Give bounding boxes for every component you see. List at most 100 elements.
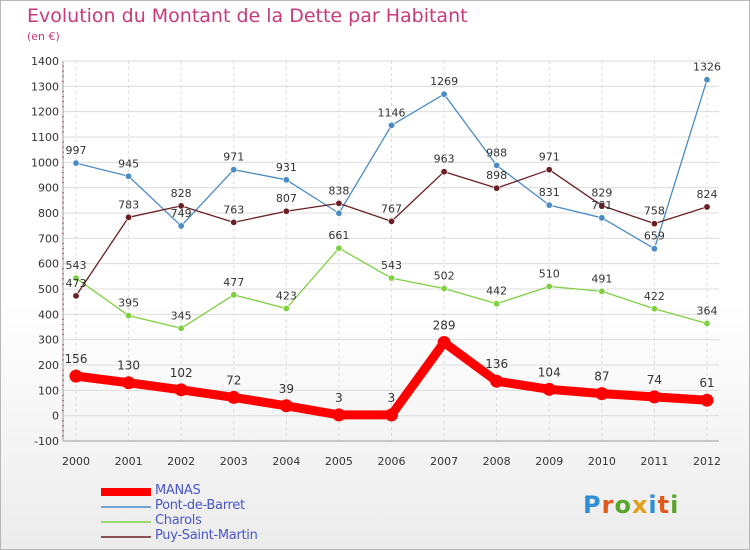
data-label: 61 — [699, 376, 714, 390]
chart-grid — [63, 60, 719, 442]
data-label: 781 — [591, 199, 612, 212]
data-label: 422 — [644, 290, 665, 303]
legend-label: Charols — [155, 513, 202, 528]
logo-letter: i — [648, 491, 658, 519]
data-point — [437, 335, 451, 349]
data-label: 831 — [539, 186, 560, 199]
x-tick-label: 2008 — [483, 455, 511, 468]
y-tick-label: 600 — [38, 258, 59, 271]
data-label: 130 — [117, 359, 140, 373]
chart-title: Evolution du Montant de la Dette par Hab… — [27, 5, 468, 27]
x-tick-label: 2004 — [272, 455, 300, 468]
data-point — [440, 168, 448, 176]
data-label: 829 — [591, 187, 612, 200]
data-point — [490, 374, 504, 388]
data-point — [385, 408, 398, 422]
data-label: 477 — [223, 276, 244, 289]
legend-label: MANAS — [155, 483, 201, 498]
chart-series — [69, 76, 714, 422]
data-label: 758 — [644, 205, 665, 218]
data-label: 72 — [226, 373, 241, 387]
logo-letter: o — [614, 491, 632, 519]
legend-swatch — [101, 521, 151, 523]
data-point — [493, 300, 501, 308]
data-label: 838 — [328, 184, 349, 197]
data-label: 87 — [594, 370, 609, 384]
data-point — [230, 291, 238, 299]
data-label: 502 — [434, 269, 455, 282]
legend-label: Pont-de-Barret — [155, 498, 245, 513]
x-tick-label: 2010 — [588, 455, 616, 468]
chart-data-labels: 997 945 749 971 931 1146 1269 988 831 781 659 1326 5… — [65, 61, 721, 405]
data-label: 659 — [644, 230, 665, 243]
y-tick-label: 1400 — [31, 55, 59, 68]
data-label: 971 — [539, 151, 560, 164]
data-point — [279, 399, 293, 413]
y-tick-label: 200 — [38, 359, 59, 372]
data-point — [545, 166, 553, 174]
y-tick-label: -100 — [34, 435, 59, 448]
data-point — [650, 305, 658, 313]
logo-letter: P — [583, 491, 602, 519]
data-label: 1326 — [693, 61, 721, 74]
data-point — [230, 166, 238, 174]
data-label: 749 — [171, 207, 192, 220]
data-label: 136 — [485, 357, 508, 371]
data-point — [650, 245, 658, 253]
y-tick-label: 500 — [38, 283, 59, 296]
logo-letter: x — [631, 491, 649, 519]
data-point — [177, 222, 185, 230]
data-label: 345 — [171, 309, 192, 322]
logo-letter: t — [657, 491, 671, 519]
data-label: 971 — [223, 151, 244, 164]
y-tick-label: 700 — [38, 232, 59, 245]
data-point — [125, 312, 133, 320]
data-label: 442 — [486, 285, 507, 298]
proxiti-logo: Proxiti — [583, 491, 679, 519]
data-label: 289 — [433, 318, 456, 332]
data-label: 763 — [223, 203, 244, 216]
data-label: 997 — [66, 144, 87, 157]
y-tick-label: 800 — [38, 207, 59, 220]
x-tick-label: 2006 — [378, 455, 406, 468]
data-label: 74 — [647, 373, 662, 387]
data-label: 510 — [539, 267, 560, 280]
x-tick-label: 2001 — [115, 455, 143, 468]
data-label: 491 — [591, 272, 612, 285]
data-label: 945 — [118, 157, 139, 170]
data-point — [595, 387, 609, 401]
data-point — [72, 159, 80, 167]
chart-unit-label: (en €) — [27, 30, 60, 43]
data-point — [703, 203, 711, 211]
data-point — [387, 217, 395, 225]
data-label: 395 — [118, 297, 139, 310]
data-point — [700, 393, 714, 407]
data-point — [72, 274, 80, 282]
x-tick-label: 2011 — [640, 455, 668, 468]
y-tick-label: 900 — [38, 182, 59, 195]
data-point — [493, 161, 501, 169]
y-tick-label: 300 — [38, 334, 59, 347]
data-point — [332, 408, 346, 422]
logo-letter: r — [601, 491, 615, 519]
data-label: 104 — [538, 365, 561, 379]
x-tick-label: 2003 — [220, 455, 248, 468]
logo-letter: i — [670, 491, 680, 519]
data-label: 824 — [697, 188, 718, 201]
data-point — [598, 214, 606, 222]
data-point — [598, 287, 606, 295]
data-point — [227, 390, 241, 404]
data-point — [703, 319, 711, 327]
legend-swatch — [101, 506, 151, 508]
data-label: 963 — [434, 153, 455, 166]
x-tick-label: 2007 — [430, 455, 458, 468]
data-label: 543 — [381, 259, 402, 272]
data-point — [282, 305, 290, 313]
data-label: 828 — [171, 187, 192, 200]
data-label: 364 — [697, 304, 718, 317]
data-label: 102 — [170, 366, 193, 380]
data-point — [703, 76, 711, 84]
data-point — [177, 324, 185, 332]
data-label: 39 — [279, 382, 294, 396]
